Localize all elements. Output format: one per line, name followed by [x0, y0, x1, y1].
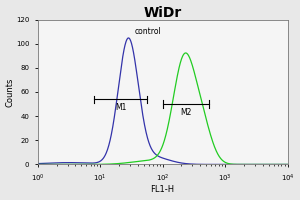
Text: control: control: [135, 27, 161, 36]
X-axis label: FL1-H: FL1-H: [151, 185, 175, 194]
Title: WiDr: WiDr: [143, 6, 182, 20]
Y-axis label: Counts: Counts: [6, 77, 15, 107]
Text: M2: M2: [180, 108, 192, 117]
Text: M1: M1: [115, 103, 126, 112]
